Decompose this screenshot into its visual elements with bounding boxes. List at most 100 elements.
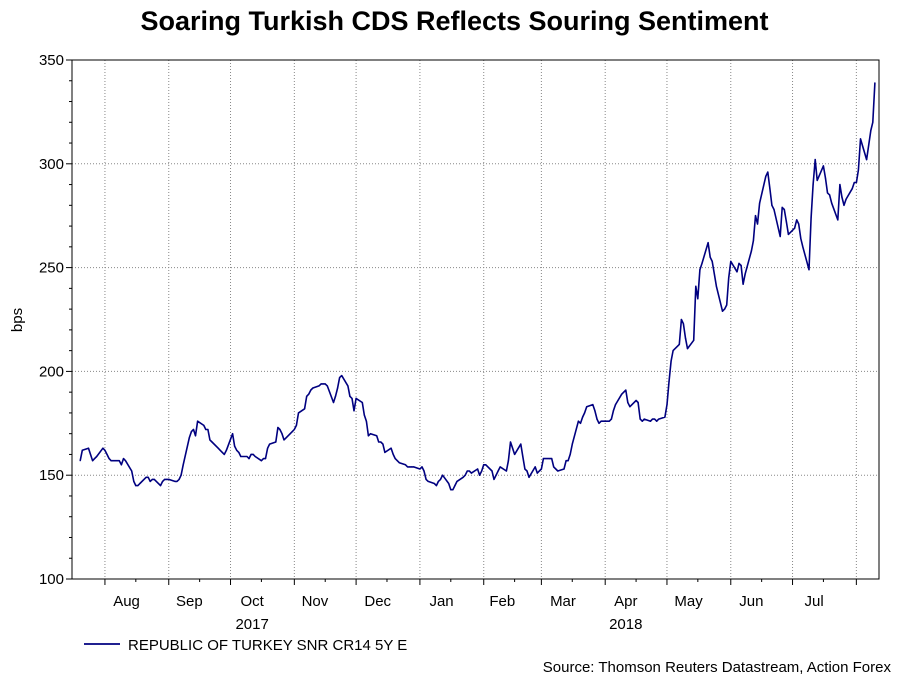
data-point: [668, 381, 670, 383]
x-year-label: 2018: [609, 616, 642, 633]
data-point: [164, 478, 166, 480]
data-point: [250, 453, 252, 455]
data-point: [207, 428, 209, 431]
data-point: [721, 310, 724, 312]
data-point: [108, 458, 110, 460]
data-point: [275, 441, 277, 443]
y-tick-label: 350: [39, 52, 64, 69]
data-point: [289, 433, 291, 435]
data-point: [796, 219, 798, 221]
data-point: [612, 410, 615, 412]
data-point: [203, 424, 205, 426]
x-tick-label: Jan: [429, 593, 453, 610]
data-point: [188, 437, 190, 439]
data-point: [223, 453, 225, 455]
data-point: [831, 202, 833, 204]
data-point: [190, 431, 192, 433]
data-point: [664, 416, 666, 418]
data-point: [810, 217, 812, 219]
data-point: [178, 478, 180, 480]
data-point: [641, 420, 643, 422]
data-point: [627, 401, 629, 404]
data-point: [759, 202, 761, 204]
data-point: [526, 470, 528, 472]
data-point: [656, 420, 658, 422]
x-tick-label: Dec: [364, 593, 391, 610]
data-point: [120, 464, 122, 466]
data-point: [693, 339, 695, 341]
data-point: [614, 404, 617, 406]
data-point: [211, 441, 213, 443]
data-point: [481, 470, 483, 472]
data-point: [779, 235, 781, 238]
data-point: [423, 470, 425, 472]
data-point: [592, 404, 594, 406]
data-point: [651, 418, 654, 420]
data-point: [678, 343, 680, 345]
data-point: [363, 414, 365, 416]
data-point: [304, 408, 306, 410]
data-point: [750, 250, 753, 252]
data-point: [252, 453, 254, 455]
data-point: [565, 460, 567, 462]
data-point: [452, 489, 454, 491]
x-year-label: 2017: [235, 616, 268, 633]
data-point: [281, 433, 283, 435]
data-point: [353, 410, 355, 412]
data-point: [324, 383, 326, 385]
data-point: [407, 466, 409, 468]
data-point: [433, 482, 435, 485]
data-point: [240, 455, 242, 458]
data-point: [730, 260, 732, 262]
data-point: [442, 474, 444, 476]
data-point: [355, 397, 357, 399]
data-point: [464, 474, 466, 476]
data-point: [837, 219, 839, 221]
data-point: [598, 422, 600, 424]
data-point: [411, 466, 413, 468]
data-point: [367, 435, 369, 437]
data-point: [435, 485, 437, 487]
data-point: [610, 418, 613, 420]
data-point: [448, 482, 450, 485]
data-point: [542, 458, 545, 460]
data-point: [234, 445, 236, 447]
data-point: [334, 395, 337, 397]
data-point: [349, 395, 351, 397]
data-point: [742, 283, 744, 285]
data-point: [787, 233, 790, 235]
data-point: [248, 458, 250, 460]
data-point: [479, 474, 481, 476]
data-point: [802, 246, 804, 248]
x-tick-label: Jun: [739, 593, 763, 610]
data-point: [264, 458, 267, 460]
data-point: [728, 277, 730, 279]
data-point: [133, 480, 135, 482]
data-point: [219, 449, 221, 451]
data-point: [635, 399, 637, 402]
data-point: [493, 478, 495, 480]
data-point: [153, 478, 155, 480]
data-point: [851, 188, 853, 190]
data-point: [738, 262, 740, 264]
data-point: [754, 215, 757, 217]
data-point: [621, 393, 623, 395]
data-point: [137, 485, 139, 487]
data-point: [715, 285, 718, 287]
data-point: [182, 464, 184, 466]
data-point: [94, 458, 96, 460]
data-point: [380, 441, 382, 443]
series-line: [79, 82, 876, 491]
data-point: [339, 377, 341, 379]
data-point: [771, 204, 773, 206]
data-point: [312, 387, 314, 389]
data-point: [594, 410, 596, 412]
y-tick-label: 250: [39, 260, 64, 277]
data-point: [824, 177, 827, 179]
data-point: [439, 478, 442, 480]
data-point: [470, 472, 472, 474]
data-point: [174, 480, 176, 482]
grid-layer: [72, 60, 879, 579]
data-point: [283, 439, 285, 441]
chart-title: Soaring Turkish CDS Reflects Souring Sen…: [140, 6, 769, 36]
